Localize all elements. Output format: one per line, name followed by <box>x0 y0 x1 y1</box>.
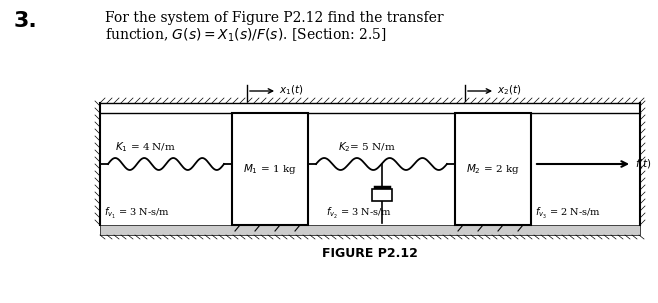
Text: $M_2$ = 2 kg: $M_2$ = 2 kg <box>467 162 520 176</box>
Text: FIGURE P2.12: FIGURE P2.12 <box>322 247 418 260</box>
Bar <box>372 189 392 201</box>
Text: $K_2$= 5 N/m: $K_2$= 5 N/m <box>338 140 395 154</box>
Text: For the system of Figure P2.12 find the transfer: For the system of Figure P2.12 find the … <box>105 11 443 25</box>
Bar <box>232 113 308 225</box>
Text: $x_2(t)$: $x_2(t)$ <box>497 83 522 97</box>
Bar <box>455 113 531 225</box>
Text: $K_1$ = 4 N/m: $K_1$ = 4 N/m <box>115 140 176 154</box>
Text: $M_1$ = 1 kg: $M_1$ = 1 kg <box>243 162 297 176</box>
Bar <box>100 225 640 235</box>
Text: $f_{v_1}$ = 3 N-s/m: $f_{v_1}$ = 3 N-s/m <box>104 206 170 221</box>
Text: function, $G(s) = X_1(s)/F(s)$. [Section: 2.5]: function, $G(s) = X_1(s)/F(s)$. [Section… <box>105 27 387 45</box>
Text: 3.: 3. <box>14 11 38 31</box>
Text: $f(t)$: $f(t)$ <box>635 158 652 171</box>
Text: $x_1(t)$: $x_1(t)$ <box>279 83 303 97</box>
Text: $f_{v_2}$ = 3 N-s/m: $f_{v_2}$ = 3 N-s/m <box>326 206 392 221</box>
Text: $f_{v_3}$ = 2 N-s/m: $f_{v_3}$ = 2 N-s/m <box>535 206 601 221</box>
